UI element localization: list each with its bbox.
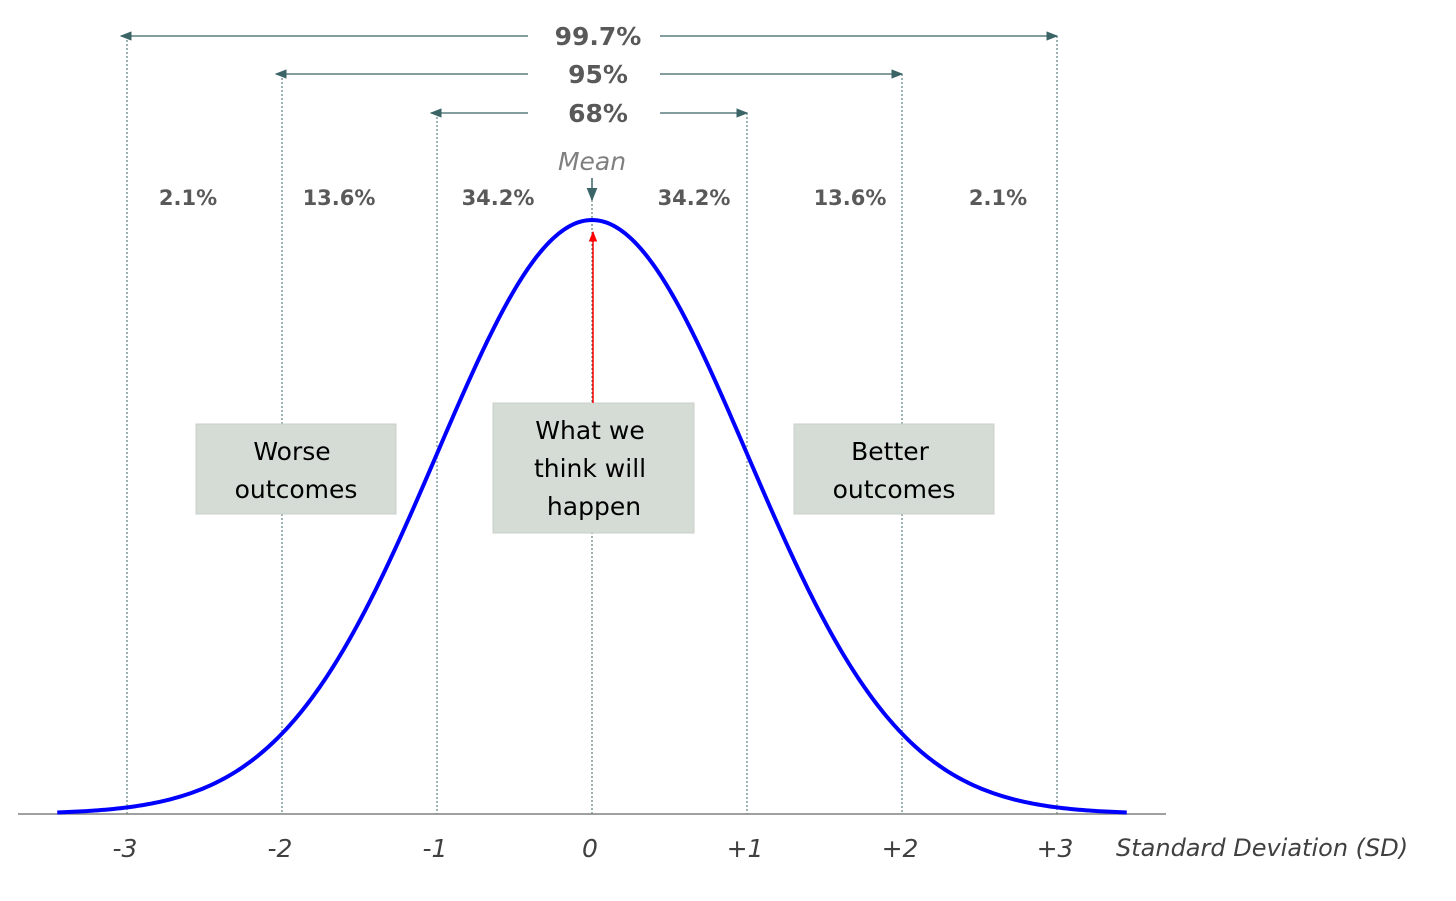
- x-tick-label: -1: [423, 834, 448, 863]
- svg-text:Better outcomes: Better outcomes: [833, 437, 956, 504]
- better-outcomes-line-1: Better: [851, 437, 930, 466]
- x-tick-labels: -3 -2 -1 0 +1 +2 +3: [113, 834, 1074, 863]
- svg-text:Worse outcomes: Worse outcomes: [235, 437, 358, 504]
- range-label: 95%: [568, 60, 628, 89]
- better-outcomes-box: Better outcomes: [793, 423, 995, 515]
- range-label: 99.7%: [555, 22, 642, 51]
- mean-label: Mean: [558, 147, 626, 176]
- band-percentage: 2.1%: [969, 186, 1027, 210]
- what-we-think-line-1: What we: [535, 416, 644, 445]
- x-tick-label: +1: [727, 834, 764, 863]
- x-tick-label: 0: [582, 834, 598, 863]
- band-percentages: 2.1% 13.6% 34.2% 34.2% 13.6% 2.1%: [159, 186, 1027, 210]
- range-label: 68%: [568, 99, 628, 128]
- coverage-ranges: 99.7% 95% 68%: [119, 22, 1059, 128]
- worse-outcomes-box: Worse outcomes: [195, 423, 397, 515]
- worse-outcomes-line-2: outcomes: [235, 475, 358, 504]
- band-percentage: 13.6%: [303, 186, 376, 210]
- band-percentage: 13.6%: [814, 186, 887, 210]
- band-percentage: 2.1%: [159, 186, 217, 210]
- svg-text:What we think will: What we think will happen: [534, 416, 654, 521]
- worse-outcomes-line-1: Worse: [253, 437, 330, 466]
- normal-curve: [57, 217, 1127, 815]
- x-tick-label: -2: [268, 834, 293, 863]
- what-we-think-line-3: happen: [547, 492, 641, 521]
- better-outcomes-line-2: outcomes: [833, 475, 956, 504]
- band-percentage: 34.2%: [658, 186, 731, 210]
- x-tick-label: +3: [1037, 834, 1074, 863]
- x-tick-label: -3: [113, 834, 138, 863]
- what-we-think-box: What we think will happen: [492, 402, 695, 534]
- x-tick-label: +2: [882, 834, 919, 863]
- x-axis-title: Standard Deviation (SD): [1116, 834, 1408, 862]
- band-percentage: 34.2%: [462, 186, 535, 210]
- what-we-think-line-2: think will: [534, 454, 646, 483]
